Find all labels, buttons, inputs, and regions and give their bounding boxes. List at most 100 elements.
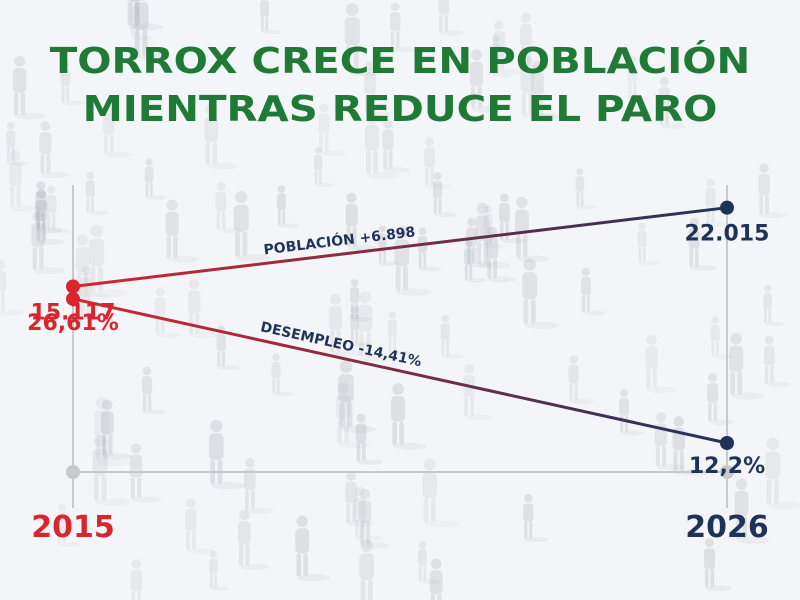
person-silhouette — [389, 2, 417, 53]
person-silhouette — [387, 311, 411, 355]
person-silhouette — [260, 0, 283, 35]
axis-tick-dot — [720, 465, 734, 479]
person-silhouette — [364, 112, 400, 179]
person-silhouette — [499, 193, 526, 244]
person-silhouette — [8, 150, 42, 212]
person-silhouette — [318, 103, 347, 157]
person-silhouette — [60, 60, 85, 106]
person-silhouette — [133, 0, 172, 61]
data-point — [66, 291, 80, 306]
person-silhouette — [75, 234, 111, 300]
person-silhouette — [637, 222, 661, 266]
person-silhouette — [707, 373, 735, 426]
person-silhouette — [350, 279, 373, 322]
person-silhouette — [688, 217, 717, 271]
chart-title: TORROX CRECE EN POBLACIÓN MIENTRAS REDUC… — [0, 38, 800, 134]
person-silhouette — [568, 355, 595, 405]
person-silhouette — [130, 0, 153, 41]
person-silhouette — [382, 119, 411, 173]
person-silhouette — [355, 413, 383, 465]
person-silhouette — [391, 383, 427, 450]
person-silhouette — [0, 259, 24, 316]
person-silhouette — [39, 121, 70, 179]
axes-group: 2015 2026 — [31, 185, 769, 545]
person-silhouette — [344, 3, 383, 77]
person-silhouette — [658, 76, 687, 129]
person-silhouette — [328, 293, 362, 357]
x-tick-label: 2015 — [31, 510, 115, 545]
series-line — [72, 206, 728, 289]
person-silhouette — [645, 334, 677, 394]
person-silhouette — [531, 60, 563, 120]
person-silhouette — [429, 558, 443, 600]
person-silhouette — [475, 202, 511, 269]
person-silhouette — [354, 486, 383, 542]
person-silhouette — [734, 478, 770, 544]
person-silhouette — [424, 137, 452, 190]
data-point — [720, 200, 734, 215]
person-silhouette — [338, 360, 377, 434]
person-silhouette — [209, 550, 231, 591]
person-silhouette — [464, 239, 487, 283]
person-silhouette — [466, 217, 493, 268]
person-silhouette — [204, 104, 239, 170]
person-silhouette — [271, 353, 294, 397]
data-point — [66, 279, 80, 294]
x-tick-label: 2026 — [685, 510, 769, 545]
person-silhouette — [575, 168, 598, 210]
person-silhouette — [35, 181, 63, 233]
data-label: 12,2% — [689, 454, 765, 479]
person-silhouette — [102, 102, 133, 158]
person-silhouette — [350, 306, 372, 347]
person-silhouette — [237, 509, 270, 571]
person-silhouette — [244, 457, 274, 514]
data-point — [720, 436, 734, 450]
data-label: 22.015 — [685, 222, 770, 247]
person-silhouette — [85, 171, 109, 216]
person-silhouette — [703, 538, 732, 592]
person-silhouette — [80, 266, 109, 321]
person-silhouette — [493, 20, 522, 75]
person-silhouette — [758, 163, 788, 219]
person-silhouette — [233, 190, 271, 262]
person-silhouette — [313, 147, 335, 188]
person-silhouette — [486, 226, 516, 283]
person-silhouette — [580, 267, 607, 316]
person-silhouette — [336, 382, 371, 449]
person-silhouette — [127, 0, 163, 31]
person-silhouette — [35, 189, 65, 245]
person-silhouette — [276, 185, 300, 228]
person-silhouette — [165, 199, 199, 263]
person-silhouette — [216, 325, 240, 370]
person-silhouette — [187, 278, 220, 339]
person-silhouette — [208, 419, 246, 490]
person-silhouette — [142, 366, 168, 415]
person-silhouette — [357, 291, 395, 362]
person-silhouette — [418, 541, 441, 584]
person-silhouette — [295, 515, 330, 582]
person-silhouette — [763, 335, 791, 388]
person-silhouette — [100, 399, 133, 460]
person-silhouette — [364, 61, 394, 118]
person-silhouette — [422, 458, 459, 528]
title-line-2: MIENTRAS REDUCE EL PARO — [82, 89, 718, 130]
person-silhouette — [92, 434, 130, 506]
person-silhouette — [765, 437, 800, 510]
data-label: 26,61% — [27, 311, 119, 336]
person-silhouette — [12, 55, 47, 120]
person-silhouette — [185, 498, 215, 555]
person-silhouette — [520, 55, 554, 120]
person-silhouette — [6, 121, 30, 166]
person-silhouette — [144, 158, 167, 200]
person-silhouette — [154, 287, 182, 338]
person-silhouette — [729, 332, 765, 400]
person-silhouette — [215, 182, 243, 233]
person-silhouette — [522, 258, 560, 330]
person-silhouette — [705, 178, 731, 228]
title-line-1: TORROX CRECE EN POBLACIÓN — [49, 41, 751, 82]
person-silhouette — [130, 559, 143, 600]
person-silhouette — [763, 284, 785, 326]
